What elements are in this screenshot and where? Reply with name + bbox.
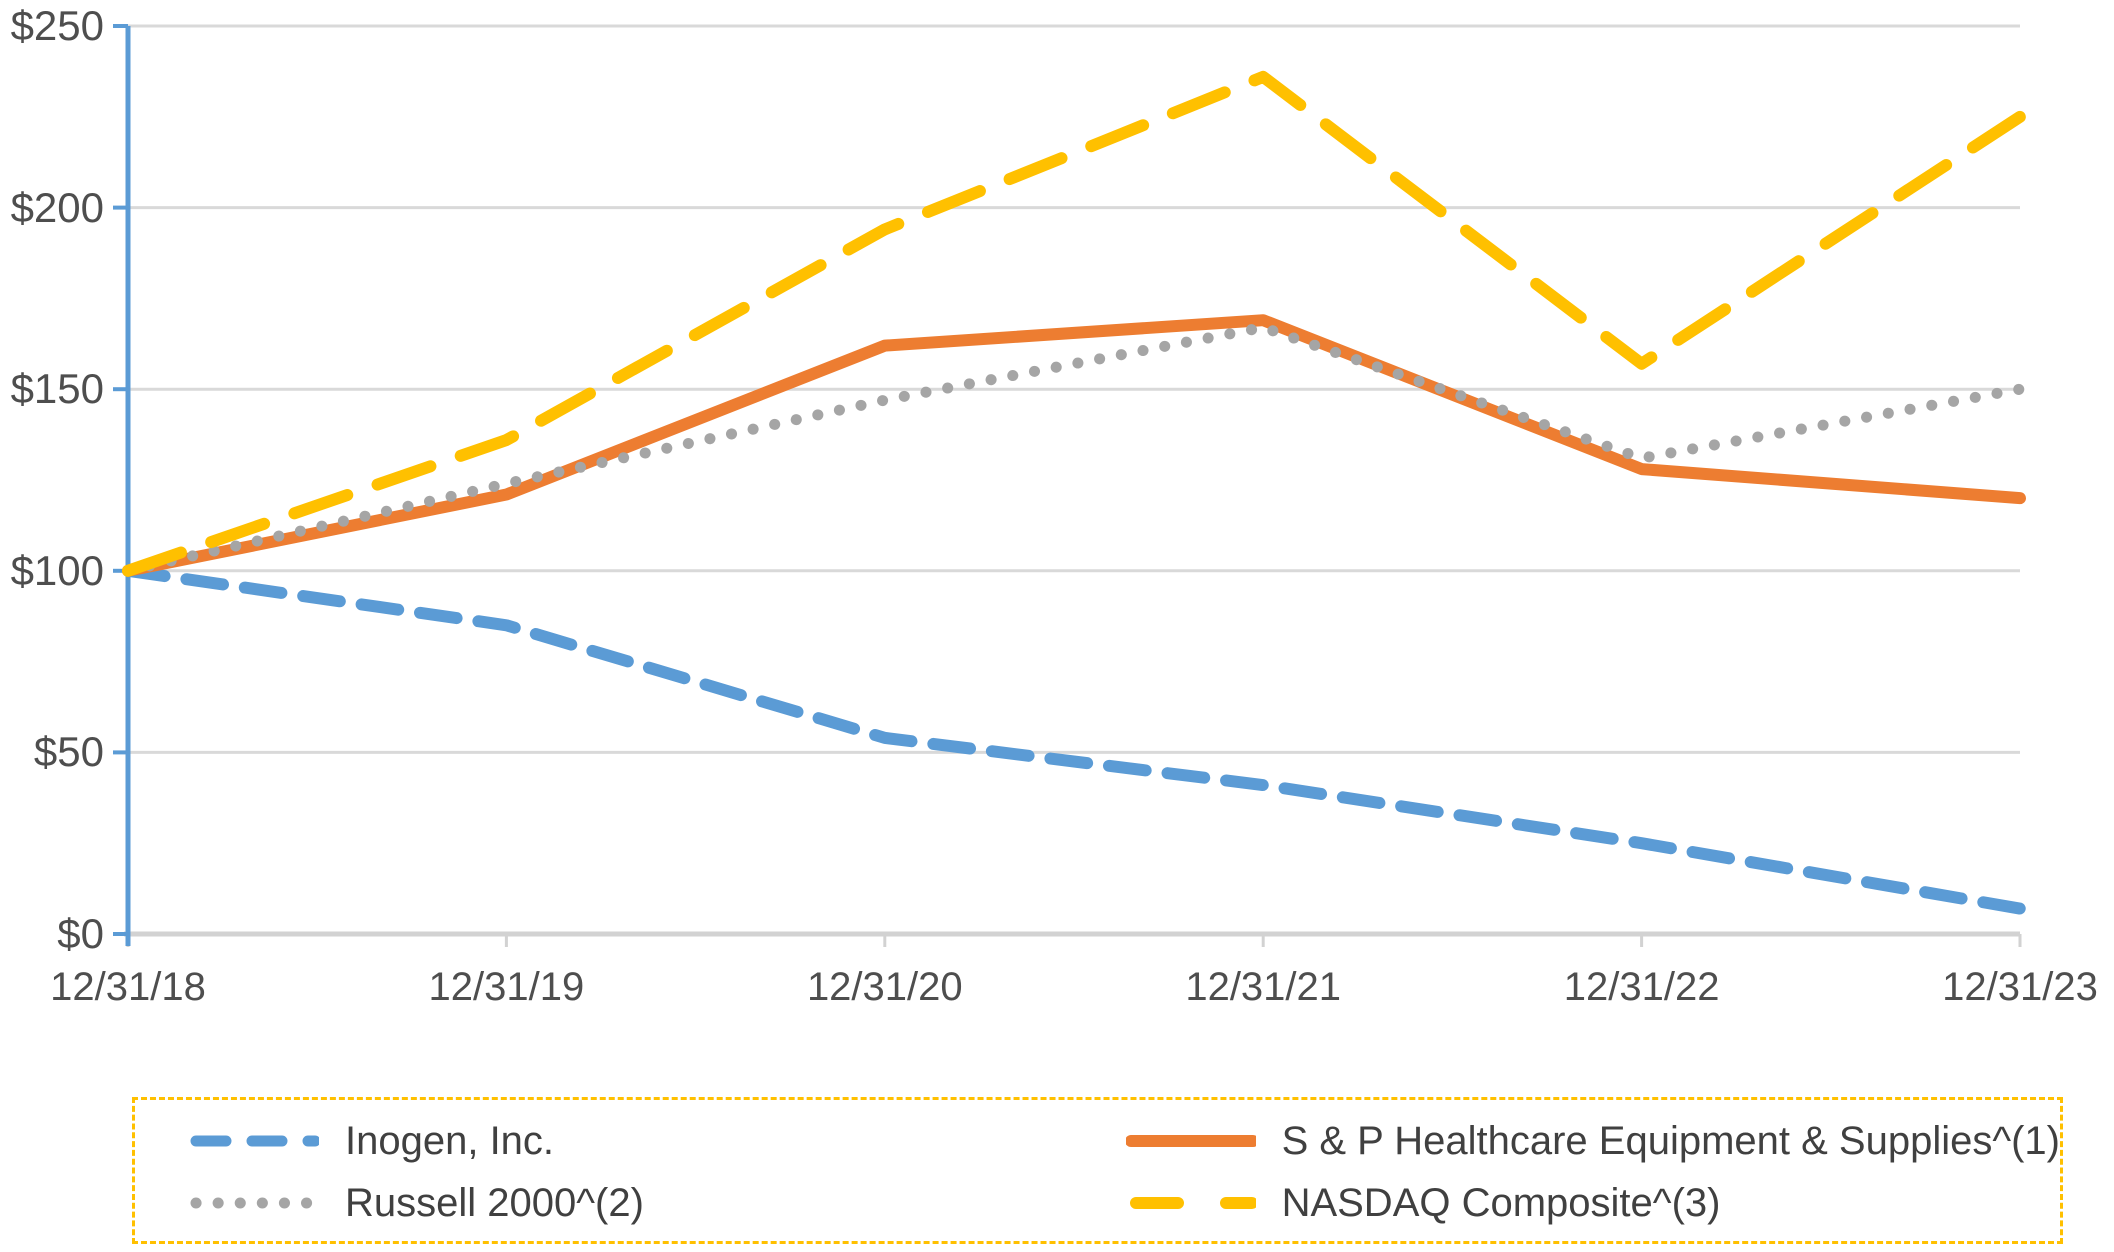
y-axis-tick-label: $200: [10, 183, 104, 231]
y-axis-tick-label: $150: [10, 365, 104, 413]
y-axis-tick-label: $250: [10, 2, 104, 49]
chart-legend: Inogen, Inc. S & P Healthcare Equipment …: [132, 1097, 2063, 1244]
y-axis-tick-label: $50: [33, 728, 104, 776]
russell-2000-dotted-line-swatch: [190, 1197, 319, 1209]
nasdaq-composite-dashed-line-swatch: [1129, 1197, 1256, 1209]
legend-label-inogen: Inogen, Inc.: [345, 1118, 555, 1163]
y-axis-tick-label: $100: [10, 546, 104, 594]
x-axis-tick-label: 12/31/22: [1563, 965, 1720, 1009]
x-axis-tick-label: 12/31/20: [806, 965, 963, 1009]
series-line-s-p: [122, 314, 2026, 577]
series-line-nasdaq-composite: [122, 70, 2026, 577]
x-axis-tick-label: 12/31/21: [1185, 965, 1342, 1009]
legend-item-russell-2000: Russell 2000^(2): [135, 1172, 1072, 1234]
x-axis-tick-label: 12/31/19: [428, 965, 585, 1009]
legend-item-inogen: Inogen, Inc.: [135, 1110, 1072, 1172]
legend-item-sp-healthcare: S & P Healthcare Equipment & Supplies^(1…: [1072, 1110, 2060, 1172]
legend-label-sp-healthcare: S & P Healthcare Equipment & Supplies^(1…: [1281, 1118, 2060, 1163]
legend-label-nasdaq-composite: NASDAQ Composite^(3): [1281, 1180, 1721, 1225]
x-axis-tick-label: 12/31/23: [1942, 965, 2098, 1009]
inogen-dashed-line-swatch: [190, 1135, 319, 1147]
y-axis-tick-label: $0: [57, 910, 104, 957]
legend-label-russell-2000: Russell 2000^(2): [345, 1180, 644, 1225]
legend-item-nasdaq-composite: NASDAQ Composite^(3): [1072, 1172, 2060, 1234]
sp-healthcare-solid-line-swatch: [1125, 1135, 1256, 1147]
series-line-inogen-inc: [122, 564, 2026, 915]
x-axis-tick-label: 12/31/18: [50, 965, 206, 1009]
performance-line-chart: [113, 24, 2026, 947]
series-line-russell-2000: [122, 321, 2026, 577]
